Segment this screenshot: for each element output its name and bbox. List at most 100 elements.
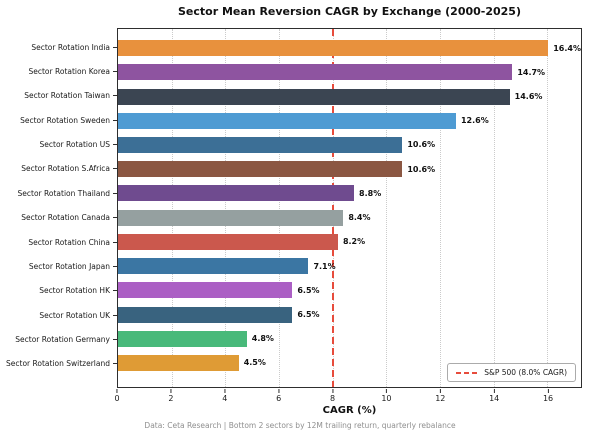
- bar-value-sector-rotation-canada: 8.4%: [348, 213, 371, 223]
- sp500-reference-line: [331, 29, 334, 387]
- y-axis-category-labels: Sector Rotation India Sector Rotation Kor…: [0, 28, 117, 388]
- x-tick-label: 8: [329, 394, 336, 403]
- category-row-sector-rotation-us: Sector Rotation US: [0, 132, 117, 156]
- bar-sector-rotation-canada: [118, 209, 344, 226]
- category-label-sector-rotation-china: Sector Rotation China: [28, 237, 110, 247]
- bar-row-sector-rotation-japan: 7.1%: [118, 254, 581, 278]
- x-tick-mark: [278, 389, 280, 393]
- bar-value-sector-rotation-india: 16.4%: [553, 43, 581, 53]
- y-tick-mark: [113, 363, 117, 365]
- bar-row-sector-rotation-korea: 14.7%: [118, 60, 581, 84]
- bar-row-sector-rotation-canada: 8.4%: [118, 206, 581, 230]
- x-tick-label: 14: [489, 394, 500, 403]
- bar-sector-rotation-us: [118, 136, 403, 153]
- x-tick-mark: [170, 389, 172, 393]
- bar-sector-rotation-uk: [118, 306, 293, 323]
- bar-value-sector-rotation-taiwan: 14.6%: [514, 92, 543, 102]
- bar-row-sector-rotation-germany: 4.8%: [118, 327, 581, 351]
- x-tick-label: 10: [381, 394, 392, 403]
- bar-row-sector-rotation-taiwan: 14.6%: [118, 84, 581, 108]
- gridline-x-4: [225, 29, 227, 387]
- category-row-sector-rotation-japan: Sector Rotation Japan: [0, 254, 117, 278]
- bar-rows: 16.4% 14.7% 14.6% 12.6% 10.6% 10.6% 8.8% 8.4% 8.…: [118, 29, 581, 387]
- bar-value-sector-rotation-uk: 6.5%: [297, 310, 320, 320]
- chart-footer-note: Data: Ceta Research | Bottom 2 sectors b…: [144, 421, 456, 430]
- x-tick-label: 12: [435, 394, 446, 403]
- y-tick-mark: [113, 265, 117, 267]
- gridline-x-16: [547, 29, 549, 387]
- y-tick-mark: [113, 95, 117, 97]
- bar-sector-rotation-s-africa: [118, 161, 403, 178]
- bar-row-sector-rotation-sweden: 12.6%: [118, 109, 581, 133]
- gridline-x-14: [493, 29, 495, 387]
- x-tick-10: 10: [381, 389, 392, 403]
- y-tick-mark: [113, 119, 117, 121]
- x-tick-6: 6: [276, 389, 281, 403]
- gridline-x-2: [171, 29, 173, 387]
- x-tick-2: 2: [168, 389, 173, 403]
- plot-area: 16.4% 14.7% 14.6% 12.6% 10.6% 10.6% 8.8% 8.4% 8.…: [117, 28, 582, 388]
- legend-label: S&P 500 (8.0% CAGR): [484, 368, 567, 377]
- x-tick-label: 2: [168, 394, 174, 403]
- bar-sector-rotation-india: [118, 40, 549, 57]
- category-row-sector-rotation-uk: Sector Rotation UK: [0, 303, 117, 327]
- x-tick-label: 16: [542, 394, 554, 403]
- gridline-x-6: [278, 29, 280, 387]
- category-label-sector-rotation-india: Sector Rotation India: [31, 42, 110, 52]
- category-row-sector-rotation-sweden: Sector Rotation Sweden: [0, 108, 117, 132]
- category-row-sector-rotation-germany: Sector Rotation Germany: [0, 327, 117, 351]
- bar-value-sector-rotation-korea: 14.7%: [517, 67, 546, 77]
- bar-row-sector-rotation-india: 16.4%: [118, 36, 581, 60]
- category-label-sector-rotation-s-africa: Sector Rotation S.Africa: [21, 164, 110, 174]
- x-tick-mark: [224, 389, 226, 393]
- category-row-sector-rotation-hk: Sector Rotation HK: [0, 279, 117, 303]
- x-tick-mark: [116, 389, 118, 393]
- category-row-sector-rotation-switzerland: Sector Rotation Switzerland: [0, 352, 117, 376]
- bar-row-sector-rotation-china: 8.2%: [118, 230, 581, 254]
- bar-value-sector-rotation-thailand: 8.8%: [359, 188, 382, 198]
- gridline-x-12: [439, 29, 441, 387]
- x-tick-mark: [493, 389, 495, 393]
- x-tick-label: 6: [276, 394, 282, 403]
- bar-value-sector-rotation-germany: 4.8%: [251, 334, 274, 344]
- bar-sector-rotation-japan: [118, 258, 309, 275]
- gridline-x-10: [386, 29, 388, 387]
- x-tick-label: 0: [114, 394, 120, 403]
- x-tick-mark: [547, 389, 549, 393]
- x-tick-mark: [332, 389, 334, 393]
- category-row-sector-rotation-s-africa: Sector Rotation S.Africa: [0, 157, 117, 181]
- bar-row-sector-rotation-s-africa: 10.6%: [118, 157, 581, 181]
- category-label-sector-rotation-japan: Sector Rotation Japan: [28, 261, 110, 271]
- y-tick-mark: [113, 290, 117, 292]
- bar-sector-rotation-germany: [118, 330, 247, 347]
- y-tick-mark: [113, 144, 117, 146]
- category-row-sector-rotation-thailand: Sector Rotation Thailand: [0, 181, 117, 205]
- x-tick-mark: [385, 389, 387, 393]
- category-label-sector-rotation-uk: Sector Rotation UK: [39, 310, 110, 320]
- x-tick-8: 8: [330, 389, 335, 403]
- bar-row-sector-rotation-switzerland: 4.5%: [118, 351, 581, 375]
- y-tick-mark: [113, 192, 117, 194]
- category-row-sector-rotation-korea: Sector Rotation Korea: [0, 59, 117, 83]
- bar-row-sector-rotation-thailand: 8.8%: [118, 181, 581, 205]
- x-tick-label: 4: [222, 394, 228, 403]
- x-axis-label: CAGR (%): [322, 405, 377, 416]
- bar-value-sector-rotation-s-africa: 10.6%: [407, 164, 436, 174]
- bar-value-sector-rotation-sweden: 12.6%: [460, 116, 489, 126]
- bar-sector-rotation-sweden: [118, 112, 456, 129]
- category-label-sector-rotation-korea: Sector Rotation Korea: [28, 67, 110, 77]
- bar-sector-rotation-switzerland: [118, 354, 239, 371]
- x-tick-12: 12: [435, 389, 445, 403]
- bar-value-sector-rotation-japan: 7.1%: [313, 261, 336, 271]
- y-tick-mark: [113, 46, 117, 48]
- category-row-sector-rotation-china: Sector Rotation China: [0, 230, 117, 254]
- y-tick-mark: [113, 241, 117, 243]
- legend-dashed-line-icon: [456, 371, 479, 374]
- x-tick-mark: [439, 389, 441, 393]
- y-tick-mark: [113, 338, 117, 340]
- bar-sector-rotation-hk: [118, 282, 293, 299]
- legend: S&P 500 (8.0% CAGR): [447, 363, 576, 382]
- category-label-sector-rotation-hk: Sector Rotation HK: [39, 286, 110, 296]
- bar-value-sector-rotation-us: 10.6%: [407, 140, 436, 150]
